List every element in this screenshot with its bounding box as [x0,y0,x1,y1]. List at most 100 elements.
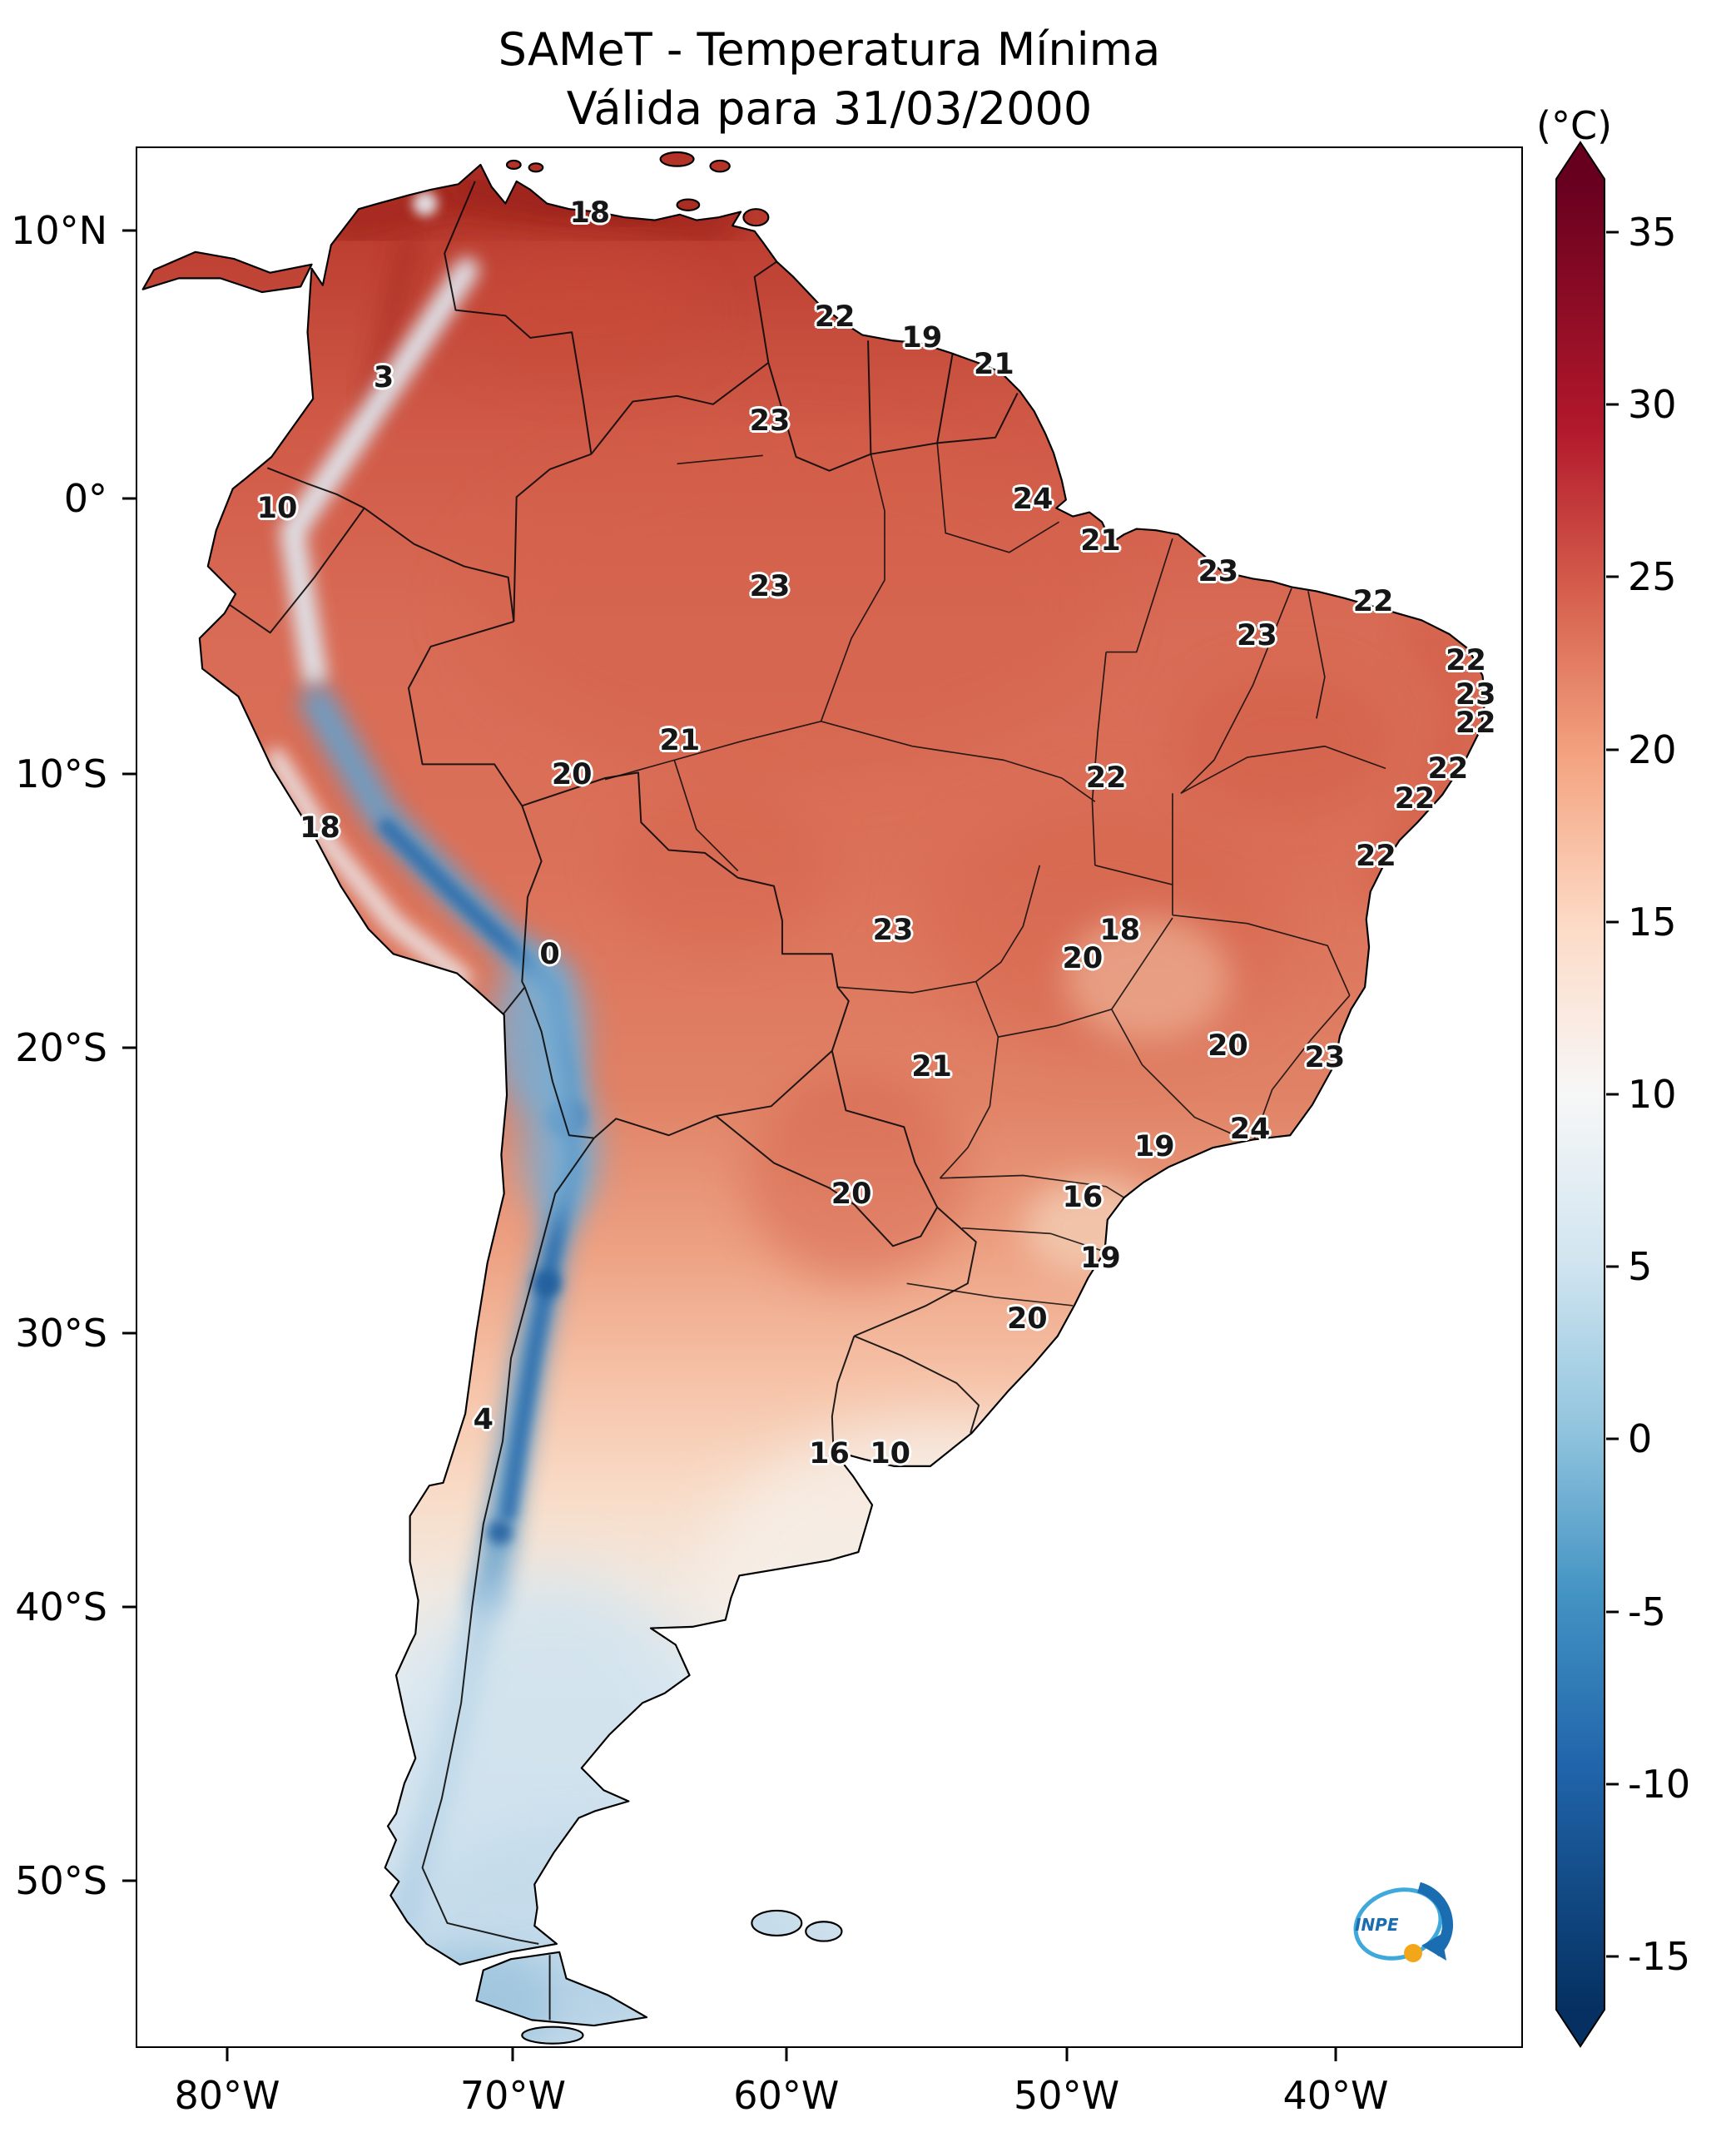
state-border-line [677,454,763,465]
temp-value-label: 19 [901,321,943,355]
state-border-line [1180,745,1386,795]
state-border-line [940,1174,1125,1198]
temp-value-label: 21 [1080,524,1121,558]
country-border-line [870,442,938,455]
x-tick-mark [511,2048,514,2061]
temp-value-label: 16 [809,1437,850,1471]
temp-value-label: 21 [659,723,701,757]
colorbar-tick-label: 10 [1628,1072,1677,1117]
inpe-arrow-head [1421,1934,1446,1961]
temp-value-label: 20 [1062,941,1104,975]
country-border-line [715,1050,833,1117]
colorbar-tick-mark [1606,1955,1619,1958]
colorbar [1555,141,1606,2048]
temp-value-label: 22 [1455,707,1496,741]
title-line2: Válida para 31/03/2000 [566,82,1093,136]
y-tick-label: 20°S [15,1025,107,1071]
y-tick-mark [122,229,136,232]
country-border-line [831,1050,939,1208]
colorbar-tick-label: 25 [1628,554,1677,600]
colorbar-tick-mark [1606,1610,1619,1614]
country-border-line [854,1335,980,1434]
y-tick-label: 30°S [15,1310,107,1356]
state-border-line [936,443,1059,553]
temp-value-label: 18 [569,196,611,230]
colorbar-tick-label: -5 [1628,1589,1666,1634]
figure-title: SAMeT - Temperatura Mínima Válida para 3… [136,20,1523,139]
country-border-line [590,362,769,455]
country-border-line [831,1336,856,1451]
state-border-line [604,720,821,781]
y-tick-mark [122,497,136,500]
y-tick-label: 10°S [15,751,107,797]
country-border-line [225,507,365,634]
colorbar-tick-label: -10 [1628,1761,1691,1807]
map-plot: INPE 18 22 19 21 3 23 24 10 21 23 23 23 22 22 23 22 21 20… [136,146,1523,2048]
state-border-line [998,917,1173,1038]
state-border-line [1091,652,1107,865]
state-border-line [1307,591,1326,719]
temp-value-label: 16 [1062,1181,1104,1215]
y-tick-mark [122,772,136,776]
country-border-line [593,1115,717,1139]
x-tick-label: 40°W [1282,2073,1389,2118]
colorbar-ticks: 35 30 25 20 15 10 5 0 -5 -10 -15 [1606,179,1736,2010]
country-border-line [513,453,592,622]
y-tick-mark [122,1879,136,1882]
south-america-map [141,151,1486,2045]
colorbar-tick-mark [1606,403,1619,406]
state-border-line [821,720,1096,802]
temp-value-label: 24 [1229,1113,1271,1147]
temp-value-label: 22 [1427,751,1469,786]
temp-value-label: 0 [539,938,560,972]
x-axis: 80°W 70°W 60°W 50°W 40°W [136,2048,1523,2144]
colorbar-tick-mark [1606,575,1619,578]
colorbar-tick-mark [1606,1265,1619,1268]
state-border-line [1180,588,1292,794]
y-tick-label: 10°N [11,207,107,253]
colorbar-tick-label: 20 [1628,726,1677,772]
state-border-line [1172,914,1351,996]
temp-value-label: 22 [1352,585,1394,619]
state-border-line [962,1227,1105,1252]
y-tick-label: 40°S [15,1584,107,1629]
inpe-logo-text: INPE [1355,1915,1399,1935]
colorbar-tick-label: -15 [1628,1934,1691,1980]
colorbar-tick-mark [1606,1093,1619,1096]
country-border-line [936,345,955,444]
x-tick-mark [1065,2048,1069,2061]
y-tick-label: 50°S [15,1857,107,1903]
country-border-line [937,393,1019,444]
country-border-line [502,986,526,1016]
state-borders [604,443,1386,1307]
temp-value-label: 19 [1133,1129,1175,1163]
inpe-logo-graphic: INPE [1353,1882,1453,1962]
colorbar-tick-label: 35 [1628,209,1677,255]
y-tick-mark [122,1331,136,1335]
x-tick-label: 50°W [1014,2073,1120,2118]
state-border-line [1111,1009,1245,1141]
temp-value-label: 21 [974,348,1014,382]
colorbar-tick-mark [1606,920,1619,924]
x-tick-label: 60°W [733,2073,840,2118]
temp-value-label: 22 [1356,839,1396,873]
country-border-line [521,771,850,1052]
x-tick-mark [785,2048,788,2061]
country-border-line [266,467,365,509]
country-border-line [715,1115,939,1247]
temp-value-label: 24 [1012,482,1054,516]
temp-value-label: 22 [814,300,856,334]
colorbar-tick-label: 30 [1628,382,1677,428]
colorbar-unit-label: (°C) [1536,103,1613,148]
temp-value-label: 4 [473,1403,494,1437]
country-border-line [753,260,777,364]
country-border-line [444,181,593,454]
y-tick-mark [122,1046,136,1049]
country-border-line [521,805,543,988]
temp-value-label: 23 [1198,554,1239,588]
temp-value-label: 10 [256,492,298,526]
temp-value-label: 23 [1304,1040,1346,1074]
temp-value-label: 23 [749,569,791,603]
country-border-line [523,986,594,1139]
